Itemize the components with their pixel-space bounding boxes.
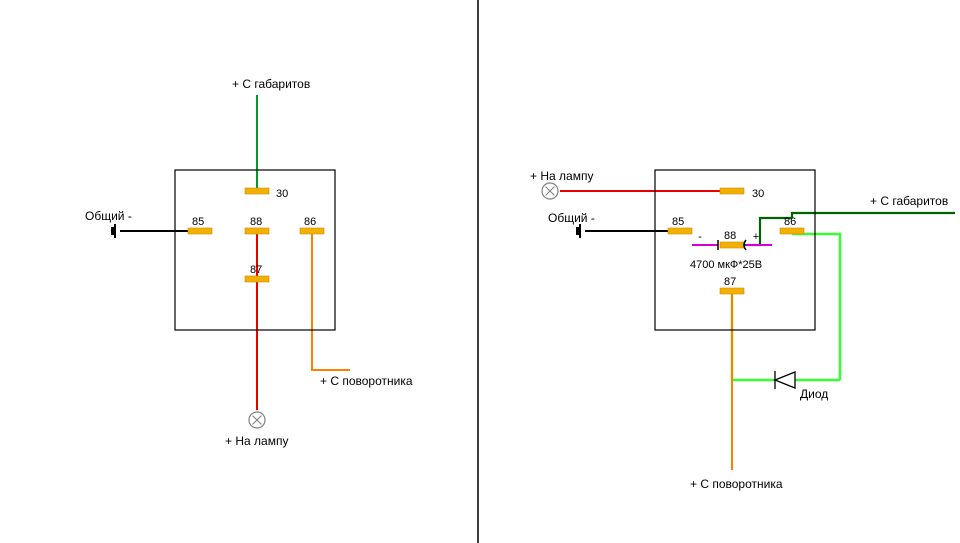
svg-text:87: 87 — [724, 276, 736, 288]
svg-text:85: 85 — [192, 216, 204, 228]
svg-text:88: 88 — [724, 230, 736, 242]
svg-text:86: 86 — [304, 216, 316, 228]
svg-text:Общий -: Общий - — [85, 209, 132, 223]
svg-text:+ На лампу: + На лампу — [530, 169, 593, 183]
canvas-bg — [0, 0, 960, 543]
svg-text:+ С габаритов: + С габаритов — [870, 194, 948, 208]
svg-text:+ С габаритов: + С габаритов — [232, 77, 310, 91]
svg-text:Диод: Диод — [800, 387, 828, 401]
svg-text:85: 85 — [672, 216, 684, 228]
svg-text:30: 30 — [276, 188, 288, 200]
svg-text:87: 87 — [250, 264, 262, 276]
svg-text:-: - — [698, 231, 702, 243]
svg-text:30: 30 — [752, 188, 764, 200]
svg-text:+ С поворотника: + С поворотника — [320, 374, 413, 388]
svg-text:86: 86 — [784, 216, 796, 228]
svg-text:+ На лампу: + На лампу — [225, 434, 288, 448]
svg-text:Общий -: Общий - — [548, 211, 595, 225]
svg-text:+: + — [753, 231, 759, 243]
svg-text:4700 мкФ*25В: 4700 мкФ*25В — [690, 259, 762, 271]
svg-text:+ С поворотника: + С поворотника — [690, 477, 783, 491]
svg-text:88: 88 — [250, 216, 262, 228]
